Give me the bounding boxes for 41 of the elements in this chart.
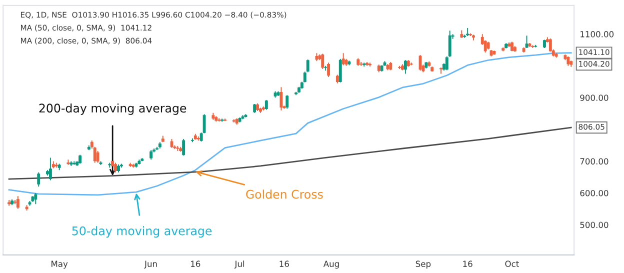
candlestick [48, 157, 52, 181]
candlestick [525, 35, 528, 49]
y-tick-label: 600.00 [580, 190, 608, 196]
candlestick [445, 56, 448, 71]
candlestick [114, 162, 117, 173]
y-tick-label: 900.00 [580, 94, 608, 101]
annotation: 50-day moving average [72, 226, 212, 238]
x-tick-label: Jul [234, 260, 244, 269]
y-tick-label: 700.00 [580, 158, 608, 164]
candlestick [182, 138, 186, 156]
x-tick-label: May [52, 260, 68, 269]
candlestick [150, 150, 152, 160]
candlestick [16, 196, 20, 210]
candlestick [404, 60, 407, 74]
x-tick-label: Oct [505, 260, 519, 267]
x-tick-label: 16 [280, 260, 289, 267]
x-tick-label: Aug [323, 260, 339, 269]
x-tick-label: 16 [463, 260, 472, 267]
candlestick [321, 53, 324, 70]
x-tick-label: Sep [416, 260, 431, 269]
candlestick [327, 62, 330, 78]
x-tick-label: Jun [144, 260, 157, 269]
candlestick [37, 172, 40, 188]
candlestick [280, 86, 283, 111]
candlestick [548, 38, 552, 52]
candlestick [306, 59, 310, 73]
candlestick [264, 100, 268, 110]
candlestick [34, 192, 38, 205]
candlestick [342, 52, 345, 66]
candlestick [566, 56, 570, 66]
annotation: Golden Cross [246, 190, 323, 199]
line-series [8, 126, 572, 180]
candlestick [286, 94, 289, 110]
y-tick-label: 1100.00 [580, 31, 614, 38]
candlestick [338, 58, 342, 83]
annotation: 200-day moving average [39, 103, 186, 115]
candlestick [96, 150, 100, 164]
y-tick-label: 500.00 [580, 222, 608, 228]
candlestick [448, 30, 452, 58]
x-tick-label: 16 [191, 260, 200, 267]
candlestick [418, 54, 422, 72]
